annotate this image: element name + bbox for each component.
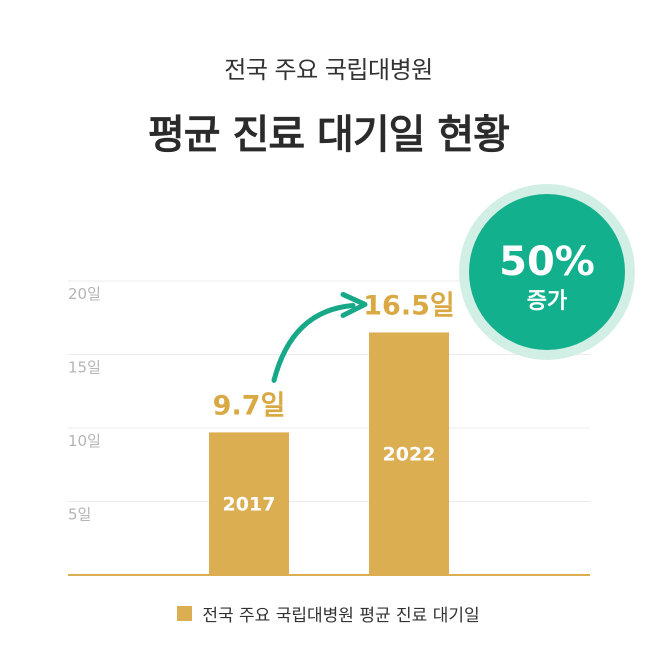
value-label: 16.5일 — [363, 290, 454, 321]
category-label: 2022 — [383, 444, 436, 466]
y-tick-label: 20일 — [68, 285, 101, 303]
y-tick-label: 10일 — [68, 432, 101, 450]
chart-title: 평균 진료 대기일 현황 — [148, 112, 510, 158]
increase-badge-label: 증가 — [527, 289, 567, 314]
chart-subtitle: 전국 주요 국립대병원 — [224, 56, 433, 84]
legend-label: 전국 주요 국립대병원 평균 진료 대기일 — [202, 606, 480, 626]
category-label: 2017 — [223, 494, 276, 516]
legend-swatch — [177, 606, 193, 621]
y-tick-label: 15일 — [68, 359, 101, 377]
y-tick-label: 5일 — [68, 506, 91, 524]
growth-arrow — [271, 302, 356, 383]
increase-badge-value: 50% — [499, 239, 595, 285]
bar — [209, 432, 289, 575]
increase-badge — [469, 194, 625, 350]
value-label: 9.7일 — [213, 390, 286, 421]
arrow-head — [340, 291, 368, 318]
bar — [369, 332, 449, 575]
legend: 전국 주요 국립대병원 평균 진료 대기일 — [0, 601, 657, 626]
